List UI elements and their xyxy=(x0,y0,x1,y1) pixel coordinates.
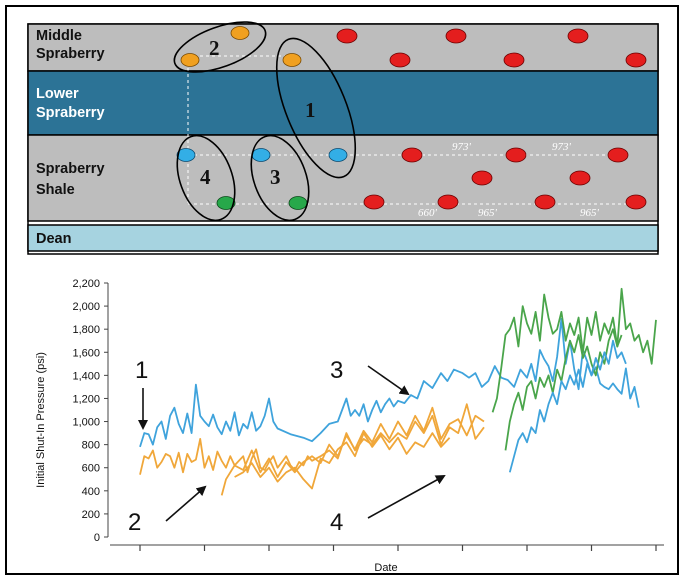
well-blue xyxy=(251,148,271,162)
y-tick-label: 1,400 xyxy=(72,370,100,382)
well-red xyxy=(505,147,527,163)
layer-label-lower-spraberry-line2: Spraberry xyxy=(36,105,105,121)
group-ellipse-3 xyxy=(250,134,310,222)
well-orange xyxy=(180,53,200,67)
layer-dean xyxy=(27,224,659,252)
annotation-3: 3 xyxy=(330,357,343,384)
series-line-1 xyxy=(139,317,640,448)
well-red xyxy=(625,194,647,210)
annotation-4: 4 xyxy=(330,509,343,536)
y-tick-label: 600 xyxy=(82,463,100,475)
well-red xyxy=(336,28,358,44)
y-tick-label: 2,200 xyxy=(72,278,100,290)
annotation-arrow-2 xyxy=(165,485,207,522)
annotation-arrow-3 xyxy=(367,365,410,396)
annotation-2: 2 xyxy=(128,509,141,536)
layer-label-spraberry-shale-line2: Shale xyxy=(36,182,75,198)
group-ellipse-1 xyxy=(275,37,357,179)
annotation-1: 1 xyxy=(135,357,148,384)
y-axis-label: Initial Shut-In Pressure (psi) xyxy=(35,352,47,488)
well-red xyxy=(471,170,493,186)
spacing-label: 660' xyxy=(418,207,438,219)
spacing-label-group: 973' 973' 660' 965' 965' xyxy=(418,141,600,219)
well-orange xyxy=(230,26,250,40)
series-lines xyxy=(139,287,657,496)
series-line-2 xyxy=(139,403,485,475)
spacing-label: 973' xyxy=(552,141,572,153)
spacing-label: 965' xyxy=(580,207,600,219)
pressure-chart: Initial Shut-In Pressure (psi) Date 0 200… xyxy=(35,278,664,574)
series-line-3 xyxy=(220,406,485,496)
spacing-label: 965' xyxy=(478,207,498,219)
well-markers xyxy=(176,26,647,210)
group-ellipse-4 xyxy=(176,134,236,222)
y-tick-label: 1,200 xyxy=(72,393,100,405)
well-red xyxy=(445,28,467,44)
well-green xyxy=(216,196,236,210)
series-line-7 xyxy=(508,339,627,473)
group-ellipses xyxy=(173,21,357,222)
well-red xyxy=(437,194,459,210)
well-green xyxy=(288,196,308,210)
group-label-4: 4 xyxy=(200,165,211,189)
y-axis: 0 200 400 600 800 1,000 1,200 1,400 1,600 1,800 2,… xyxy=(72,278,109,544)
x-axis-label: Date xyxy=(374,562,397,574)
x-axis xyxy=(110,544,664,551)
well-red xyxy=(401,147,423,163)
y-tick-label: 1,000 xyxy=(72,417,100,429)
group-label-2: 2 xyxy=(209,36,220,60)
well-red xyxy=(389,52,411,68)
group-label-3: 3 xyxy=(270,165,281,189)
y-tick-label: 800 xyxy=(82,440,100,452)
well-red xyxy=(569,170,591,186)
y-tick-label: 2,000 xyxy=(72,301,100,313)
series-line-5 xyxy=(491,287,657,413)
y-tick-label: 0 xyxy=(94,532,100,544)
well-red xyxy=(363,194,385,210)
spacing-label: 973' xyxy=(452,141,472,153)
group-label-1: 1 xyxy=(305,98,316,122)
series-line-4 xyxy=(234,432,451,490)
well-red xyxy=(607,147,629,163)
well-red xyxy=(534,194,556,210)
annotation-arrow-4 xyxy=(367,475,446,519)
cross-section-panel: Middle Spraberry Lower Spraberry Spraber… xyxy=(27,21,659,255)
layer-label-spraberry-shale-line1: Spraberry xyxy=(36,161,105,177)
annotation-labels: 1 2 3 4 xyxy=(128,357,343,536)
well-orange xyxy=(282,53,302,67)
well-blue xyxy=(328,148,348,162)
group-ellipse-2 xyxy=(173,21,267,73)
layer-label-middle-spraberry-line2: Spraberry xyxy=(36,46,105,62)
well-red xyxy=(503,52,525,68)
group-labels: 2 1 4 3 xyxy=(200,36,316,189)
annotation-arrows xyxy=(138,365,446,522)
y-tick-label: 1,800 xyxy=(72,324,100,336)
layer-label-lower-spraberry-line1: Lower xyxy=(36,86,79,102)
layer-label-dean: Dean xyxy=(36,231,71,247)
y-tick-label: 400 xyxy=(82,486,100,498)
layer-lower-spraberry xyxy=(27,70,659,136)
y-tick-label: 200 xyxy=(82,509,100,521)
well-blue xyxy=(176,148,196,162)
y-tick-label: 1,600 xyxy=(72,347,100,359)
layer-label-middle-spraberry-line1: Middle xyxy=(36,28,82,44)
well-red xyxy=(567,28,589,44)
well-red xyxy=(625,52,647,68)
